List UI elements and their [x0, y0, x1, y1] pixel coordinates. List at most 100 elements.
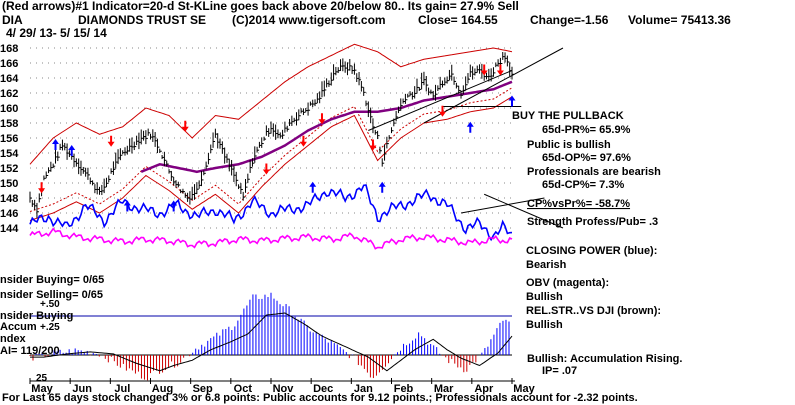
- pr-label: 65d-PR%= 65.9%: [542, 124, 631, 136]
- close-value: Close= 164.55: [418, 13, 498, 27]
- arrow-head: [466, 121, 474, 127]
- trend-line: [423, 47, 564, 124]
- month-label: Jul: [114, 383, 130, 395]
- arrow-head: [68, 145, 76, 150]
- month-label: Nov: [273, 383, 295, 395]
- series-group: [29, 43, 564, 250]
- month-label: Dec: [313, 383, 333, 395]
- ai-label: AI= 119/200: [0, 345, 60, 357]
- arrow-head: [369, 145, 377, 151]
- prof-bearish-label: Professionals are bearish: [527, 166, 661, 178]
- plus50-label: +.50: [40, 299, 60, 310]
- month-label: Aug: [152, 383, 173, 395]
- y-tick-label: 152: [0, 163, 18, 175]
- header-line1: (Red arrows)#1 Indicator=20-d St-KLine g…: [2, 0, 519, 13]
- arrow-head: [38, 188, 46, 194]
- closing-power-value: Bearish: [526, 259, 567, 271]
- lower-band-line: [29, 96, 513, 221]
- closing-power-label: CLOSING POWER (blue):: [526, 245, 657, 257]
- down-arrow: [480, 64, 488, 76]
- y-tick-label: 166: [0, 58, 18, 70]
- down-arrow: [262, 163, 270, 175]
- grid-dots: [30, 47, 512, 229]
- moving-average-line: [140, 80, 513, 174]
- up-arrow: [51, 139, 59, 150]
- down-arrow: [496, 64, 504, 76]
- month-label: Oct: [234, 383, 253, 395]
- y-tick-label: 156: [0, 133, 18, 145]
- change-value: Change=-1.56: [530, 13, 609, 27]
- month-label: May: [31, 383, 53, 395]
- up-arrow: [68, 145, 76, 156]
- upper-band-line: [29, 43, 513, 165]
- cpvspr-label: CP%vsPr%= -58.7%: [527, 198, 630, 210]
- strength-label: Strength Profess/Pub= .3: [527, 216, 658, 228]
- copyright-label: (C)2014 www.tigersoft.com: [232, 13, 386, 27]
- arrow-head: [299, 141, 307, 147]
- down-arrow: [181, 120, 189, 132]
- op-label: 65d-OP%= 97.6%: [542, 152, 631, 164]
- up-arrow: [378, 181, 386, 193]
- month-label: Mar: [434, 383, 454, 395]
- y-tick-label: 154: [0, 148, 19, 160]
- y-tick-label: 146: [0, 208, 18, 220]
- insider-buying-label: nsider Buying= 0/65: [0, 274, 104, 286]
- month-label: Sep: [193, 383, 213, 395]
- month-label: Apr: [474, 383, 494, 395]
- down-arrow: [369, 139, 377, 151]
- insider-buying2-label: nsider Buying: [0, 310, 73, 322]
- date-range: 4/ 29/ 13- 5/ 15/ 14: [6, 26, 107, 40]
- arrow-head: [107, 141, 115, 147]
- arrow-head: [181, 126, 189, 132]
- arrow-head: [170, 200, 178, 206]
- y-tick-label: 162: [0, 88, 18, 100]
- month-label: May: [513, 383, 535, 395]
- down-arrow: [318, 113, 326, 125]
- price-axis: 144 146 148 150 152 154 156 158 160 162 164 166 168: [0, 43, 19, 235]
- y-tick-label: 144: [0, 223, 19, 235]
- arrow-head: [309, 181, 317, 187]
- down-arrow: [299, 135, 307, 147]
- ip-label: IP= .07: [542, 365, 577, 377]
- accumulation-panel: [29, 292, 513, 381]
- month-label: Feb: [394, 383, 414, 395]
- month-label: Jan: [354, 383, 373, 395]
- obv-line: [29, 227, 513, 250]
- trend-line: [483, 193, 564, 229]
- arrow-head: [438, 111, 446, 117]
- accum-average-line: [30, 312, 513, 372]
- arrow-head: [318, 119, 326, 125]
- arrow-head: [378, 181, 386, 187]
- down-arrow: [438, 105, 446, 117]
- y-tick-label: 158: [0, 118, 18, 130]
- trend-line: [368, 70, 513, 131]
- public-bullish-label: Public is bullish: [527, 139, 611, 151]
- volume-value: Volume= 75413.36: [628, 13, 731, 27]
- cp-label: 65d-CP%= 7.3%: [542, 179, 624, 191]
- low25-label: 25: [36, 373, 48, 384]
- relstr-label: REL.STR..VS DJI (brown):: [526, 305, 661, 317]
- up-arrow: [309, 181, 317, 193]
- y-tick-label: 150: [0, 178, 18, 190]
- buy-pullback-label: BUY THE PULLBACK: [512, 110, 624, 122]
- accum-label: Bullish: Accumulation Rising.: [527, 353, 682, 365]
- inner-band-line: [29, 87, 513, 212]
- up-arrow: [170, 200, 178, 212]
- trend-line: [460, 197, 545, 214]
- signal-arrows: [38, 64, 516, 212]
- obv-label: OBV (magenta):: [526, 277, 609, 289]
- stock-name: DIAMONDS TRUST SE: [78, 13, 206, 27]
- arrow-head: [508, 95, 516, 101]
- up-arrow: [123, 200, 131, 212]
- arrow-head: [262, 169, 270, 175]
- footer-summary: For Last 65 days stock changed 3% or 6.8…: [2, 392, 638, 404]
- obv-value: Bullish: [526, 291, 563, 303]
- arrow-head: [123, 200, 131, 206]
- insider-selling-label: nsider Selling= 0/65: [0, 289, 103, 301]
- index-label: ndex: [0, 333, 27, 345]
- y-tick-label: 168: [0, 43, 18, 55]
- ticker-label: DIA: [2, 13, 23, 27]
- down-arrow: [107, 135, 115, 147]
- closing-power-line: [29, 184, 513, 242]
